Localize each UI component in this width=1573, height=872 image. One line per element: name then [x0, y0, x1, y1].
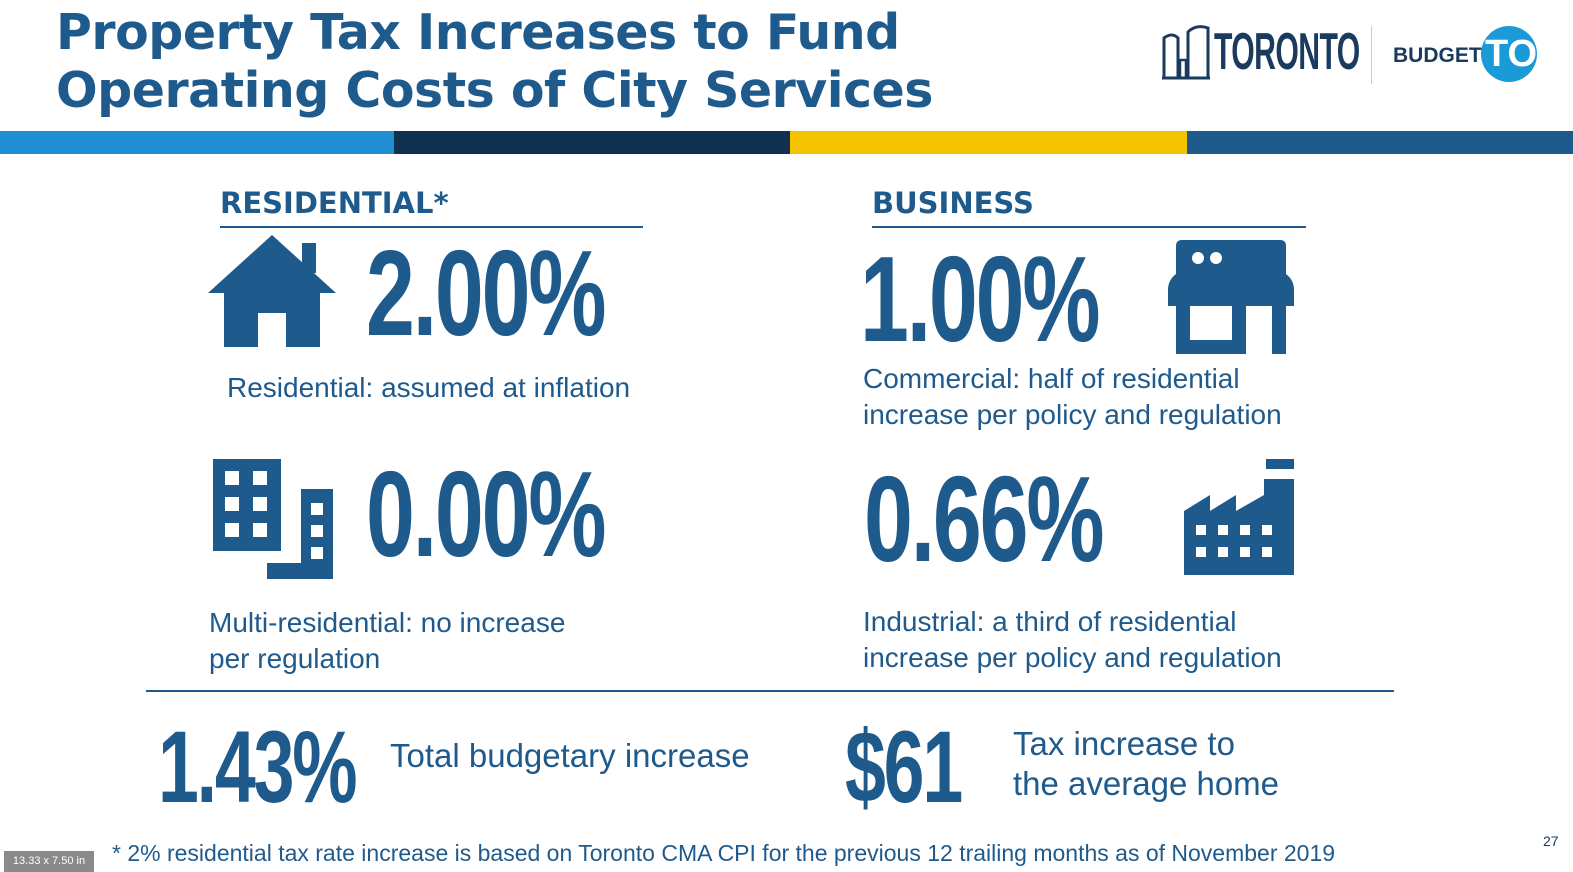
stripe-blue: [1187, 131, 1573, 154]
logo-divider: [1371, 26, 1372, 84]
slide-size-badge: 13.33 x 7.50 in: [4, 851, 94, 872]
multi-residential-description-line-1: Multi-residential: no increase: [209, 607, 566, 638]
stripe-navy: [394, 131, 790, 154]
business-heading-rule: [872, 226, 1306, 228]
multi-residential-description-line-2: per regulation: [209, 643, 381, 674]
industrial-rate: 0.66%: [864, 451, 1104, 587]
industrial-description-line-1: Industrial: a third of residential: [863, 606, 1237, 637]
commercial-description-line-1: Commercial: half of residential: [863, 363, 1240, 394]
toronto-logo-text: TORONTO: [1214, 23, 1360, 81]
storefront-icon: [1168, 240, 1294, 354]
multi-residential-rate: 0.00%: [366, 446, 606, 582]
stripe-light-blue: [0, 131, 394, 154]
budget-to-circle: TO: [1481, 26, 1537, 82]
residential-description: Residential: assumed at inflation: [227, 372, 631, 403]
total-budgetary-rate: 1.43%: [158, 710, 358, 824]
slide-title-line-1: Property Tax Increases to Fund: [56, 4, 900, 61]
industrial-description-line-2: increase per policy and regulation: [863, 642, 1282, 673]
commercial-description-line-2: increase per policy and regulation: [863, 399, 1282, 430]
budget-to-logo: BUDGET TO: [1393, 26, 1543, 86]
average-home-label-line-2: the average home: [1013, 765, 1280, 802]
commercial-rate: 1.00%: [860, 231, 1100, 367]
industrial-description: Industrial: a third of residential incre…: [863, 604, 1282, 676]
business-heading: BUSINESS: [872, 186, 1034, 220]
residential-rate: 2.00%: [366, 225, 606, 361]
average-home-label: Tax increase to the average home: [1013, 724, 1279, 804]
residential-heading-rule: [220, 226, 643, 228]
toronto-logo: TORONTO: [1162, 20, 1360, 82]
toronto-city-hall-icon: [1162, 25, 1210, 80]
factory-icon: [1184, 459, 1294, 575]
average-home-amount: $61: [845, 710, 963, 824]
residential-heading: RESIDENTIAL*: [220, 186, 449, 220]
budget-logo-text: BUDGET: [1393, 44, 1482, 67]
page-number: 27: [1543, 833, 1559, 849]
stripe-yellow: [790, 131, 1187, 154]
apartment-building-icon: [213, 459, 333, 579]
commercial-description: Commercial: half of residential increase…: [863, 361, 1282, 433]
slide-title: Property Tax Increases to Fund Operating…: [56, 4, 933, 120]
budget-to-text: TO: [1485, 33, 1538, 75]
summary-divider: [146, 690, 1394, 692]
average-home-label-line-1: Tax increase to: [1013, 725, 1235, 762]
house-icon: [208, 235, 336, 347]
slide-title-line-2: Operating Costs of City Services: [56, 62, 933, 119]
multi-residential-description: Multi-residential: no increase per regul…: [209, 605, 565, 677]
footnote: * 2% residential tax rate increase is ba…: [112, 840, 1336, 866]
total-budgetary-label: Total budgetary increase: [390, 737, 750, 774]
